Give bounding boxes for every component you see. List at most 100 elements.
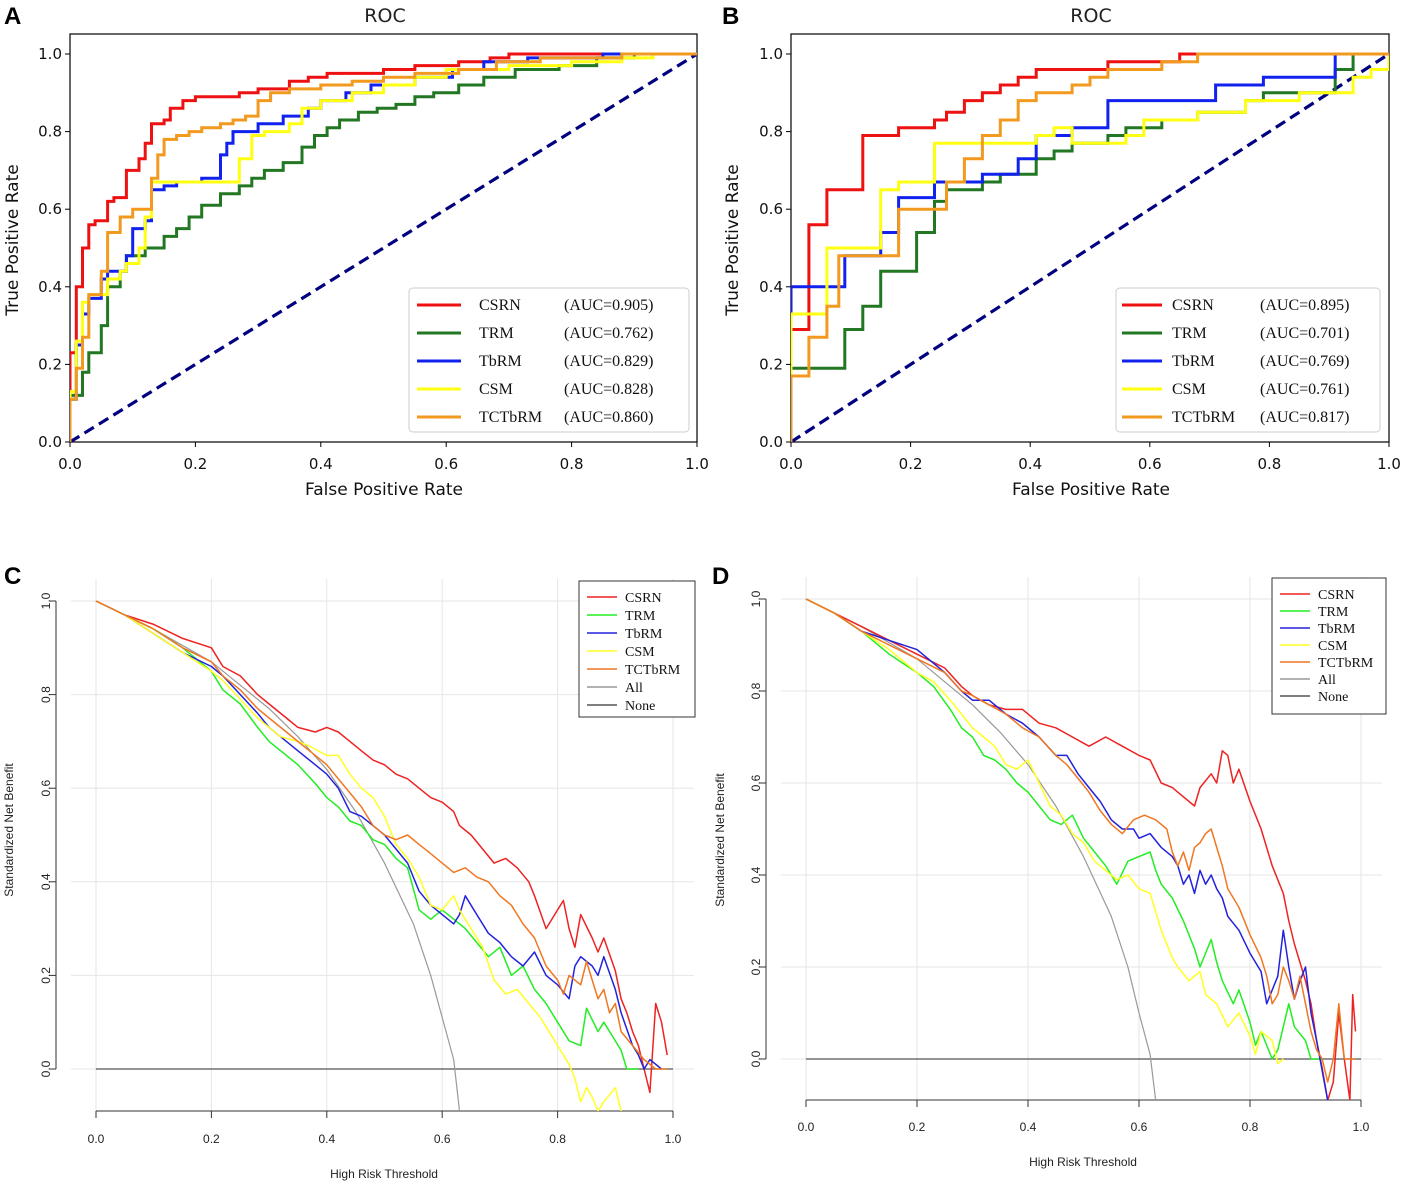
panel-d-legend-name-tbrm: TbRM	[1318, 622, 1356, 637]
panel-b-series-tctbrm	[791, 52, 1389, 442]
panel-d-ytick-label: 0.2	[749, 958, 763, 975]
panel-a-legend-auc-tctbrm: (AUC=0.860)	[564, 409, 653, 426]
panel-b-legend-auc-tbrm: (AUC=0.769)	[1260, 353, 1349, 370]
panel-a-chance-line	[70, 52, 697, 442]
panel-d-series-tbrm	[805, 598, 1329, 1100]
panel-c-legend-name-trm: TRM	[625, 609, 656, 624]
panel-a-xtick-label: 0.0	[58, 455, 82, 473]
panel-c-xtick-label: 1.0	[665, 1132, 682, 1146]
panel-c-series-tctbrm	[95, 600, 668, 1070]
panel-a-ytick-label: 0.8	[38, 123, 62, 141]
panel-a-series-tctbrm	[70, 52, 697, 442]
panel-a-y-axis-label: True Positive Rate	[3, 164, 23, 316]
panel-c-ytick-label: 1.0	[39, 592, 53, 609]
panel-d-xtick-label: 0.2	[909, 1120, 926, 1134]
panel-c-legend-name-all: All	[625, 681, 643, 696]
panel-a-xtick-label: 0.2	[183, 455, 207, 473]
panel-c-xtick-label: 0.2	[203, 1132, 220, 1146]
panel-b-ytick-label: 1.0	[759, 45, 783, 63]
panel-b-ytick-label: 0.4	[759, 278, 783, 296]
panel-d-ytick-label: 0.8	[749, 682, 763, 699]
panel-b-xtick-label: 0.4	[1018, 455, 1042, 473]
panel-d-x-axis-label: High Risk Threshold	[1029, 1155, 1137, 1169]
panel-c-legend-name-none: None	[625, 699, 655, 714]
panel-a-legend-name-trm: TRM	[479, 325, 514, 342]
panel-a-ytick-label: 1.0	[38, 45, 62, 63]
panel-a-legend-name-csm: CSM	[479, 381, 513, 398]
panel-b-legend-auc-csrn: (AUC=0.895)	[1260, 297, 1349, 314]
panel-d-legend: CSRN TRM TbRM CSM TCTbRM All None	[1271, 577, 1387, 715]
panel-a-xtick-label: 0.4	[309, 455, 333, 473]
panel-c-x-axis-label: High Risk Threshold	[330, 1167, 438, 1181]
panel-c-xtick-label: 0.4	[318, 1132, 335, 1146]
panel-b-legend-auc-trm: (AUC=0.701)	[1260, 325, 1349, 342]
panel-b-xtick-label: 1.0	[1377, 455, 1401, 473]
panel-c-series-trm	[95, 600, 639, 1070]
panel-b-y-axis-label: True Positive Rate	[723, 164, 743, 316]
panel-a-roc-chart: A ROC 0.0 0.2 0.4 0.6 0.8 1.0 0.0 0.2 0.4 0.6 0.8 1.0…	[3, 3, 709, 500]
panel-b-title: ROC	[1070, 5, 1111, 27]
panel-d-series-csm	[805, 598, 1284, 1065]
panel-b-legend-name-tctbrm: TCTbRM	[1172, 409, 1235, 426]
panel-a-xtick-label: 0.6	[434, 455, 458, 473]
panel-c-legend-box	[578, 580, 696, 718]
panel-c-legend-name-csm: CSM	[625, 645, 655, 660]
panel-a-series-csrn	[70, 52, 697, 442]
panel-b-xtick-label: 0.6	[1138, 455, 1162, 473]
panel-d-series-tctbrm	[805, 598, 1356, 1083]
panel-a-xtick-label: 1.0	[685, 455, 709, 473]
panel-b-plot-frame	[790, 33, 1390, 443]
panel-d-legend-name-none: None	[1318, 690, 1348, 705]
panel-d-xtick-label: 0.0	[798, 1120, 815, 1134]
panel-d-ytick-label: 0.4	[749, 866, 763, 883]
panel-c-ytick-label: 0.2	[39, 967, 53, 984]
panel-c-dca-chart: C 0.0 0.2 0.4 0.6 0.8 1.0 0.0 0.2 0.4 0.6 0.8 1.0 Hig…	[2, 563, 696, 1181]
panel-d-legend-name-csm: CSM	[1318, 639, 1348, 654]
panel-c-legend: CSRN TRM TbRM CSM TCTbRM All None	[578, 580, 696, 718]
panel-a-plot-frame	[69, 33, 698, 443]
panel-d-legend-name-tctbrm: TCTbRM	[1318, 656, 1374, 671]
panel-b-legend-name-trm: TRM	[1172, 325, 1207, 342]
panel-a-ytick-label: 0.4	[38, 278, 62, 296]
panel-b-ytick-label: 0.8	[759, 123, 783, 141]
panel-d-legend-name-trm: TRM	[1318, 605, 1349, 620]
panel-b-xtick-label: 0.2	[899, 455, 923, 473]
panel-a-ytick-label: 0.0	[38, 433, 62, 451]
panel-b-legend-auc-csm: (AUC=0.761)	[1260, 381, 1349, 398]
panel-a-title: ROC	[364, 5, 405, 27]
panel-a-legend-name-tctbrm: TCTbRM	[479, 409, 542, 426]
panel-c-xtick-label: 0.0	[88, 1132, 105, 1146]
panel-a-legend-auc-csrn: (AUC=0.905)	[564, 297, 653, 314]
panel-b-x-axis-label: False Positive Rate	[1012, 480, 1170, 500]
panel-b-ytick-label: 0.0	[759, 433, 783, 451]
panel-b-ytick-label: 0.2	[759, 355, 783, 373]
panel-c-ytick-label: 0.8	[39, 686, 53, 703]
panel-c-ytick-label: 0.6	[39, 780, 53, 797]
panel-d-xtick-label: 1.0	[1353, 1120, 1370, 1134]
panel-c-legend-name-csrn: CSRN	[625, 591, 662, 606]
panel-b-letter: B	[722, 3, 739, 30]
panel-a-ytick-label: 0.2	[38, 355, 62, 373]
panel-a-x-axis-label: False Positive Rate	[305, 480, 463, 500]
panel-d-xtick-label: 0.6	[1131, 1120, 1148, 1134]
panel-d-series-trm	[805, 598, 1323, 1060]
panel-a-xtick-label: 0.8	[560, 455, 584, 473]
panel-d-xtick-label: 0.8	[1242, 1120, 1259, 1134]
panel-c-letter: C	[4, 563, 21, 590]
panel-c-legend-name-tctbrm: TCTbRM	[625, 663, 681, 678]
panel-a-legend-auc-trm: (AUC=0.762)	[564, 325, 653, 342]
panel-a-legend-auc-tbrm: (AUC=0.829)	[564, 353, 653, 370]
panel-a-series-csm	[70, 52, 697, 442]
panel-b-ytick-label: 0.6	[759, 200, 783, 218]
panel-d-ytick-label: 0.0	[749, 1050, 763, 1067]
panel-c-xtick-label: 0.8	[549, 1132, 566, 1146]
panel-b-roc-chart: B ROC 0.0 0.2 0.4 0.6 0.8 1.0 0.0 0.2 0.4 0.6 0.8 1.0…	[722, 3, 1401, 500]
panel-d-ytick-label: 1.0	[749, 590, 763, 607]
panel-d-dca-chart: D 0.0 0.2 0.4 0.6 0.8 1.0 0.0 0.2 0.4 0.6 0.8 1.0 Hig…	[712, 563, 1387, 1169]
panel-c-y-axis-label: Standardized Net Benefit	[2, 763, 16, 897]
panel-d-y-axis-label: Standardized Net Benefit	[713, 773, 727, 907]
panel-b-legend-name-tbrm: TbRM	[1172, 353, 1215, 370]
panel-c-xtick-label: 0.6	[434, 1132, 451, 1146]
panel-b-legend-name-csm: CSM	[1172, 381, 1206, 398]
panel-b-xtick-label: 0.8	[1257, 455, 1281, 473]
